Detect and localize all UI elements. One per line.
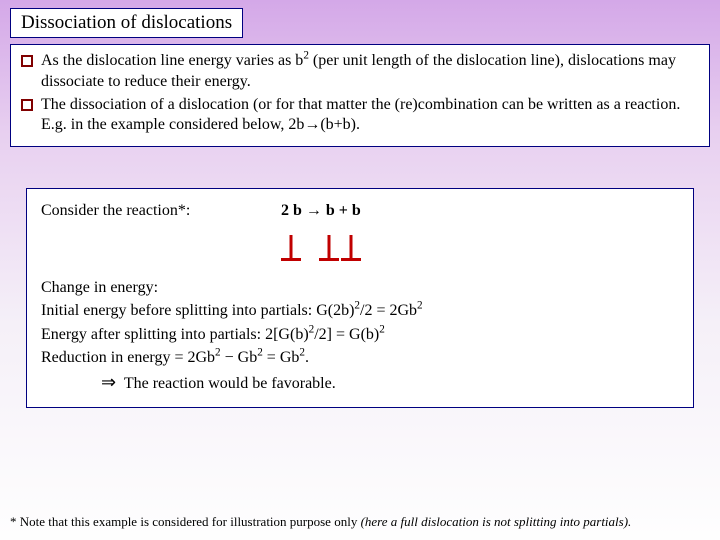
footnote-italic: (here a full dislocation is not splittin…	[361, 514, 632, 529]
energy-initial: Initial energy before splitting into par…	[41, 299, 679, 322]
change-heading: Change in energy:	[41, 276, 679, 299]
dislocation-icon	[319, 233, 339, 263]
bullet-item: As the dislocation line energy varies as…	[21, 51, 699, 93]
intro-box: As the dislocation line energy varies as…	[10, 44, 710, 147]
energy-after: Energy after splitting into partials: 2[…	[41, 323, 679, 346]
dislocation-icon	[281, 233, 301, 263]
conclusion-line: ⇒ The reaction would be favorable.	[41, 369, 679, 395]
dislocation-pair-icon	[319, 233, 361, 263]
bullet-square-icon	[21, 55, 33, 67]
reaction-row: Consider the reaction*: 2 b → b + b	[41, 199, 679, 222]
title-box: Dissociation of dislocations	[10, 8, 243, 38]
footnote-prefix: * Note that this example is considered f…	[10, 514, 361, 529]
implies-icon: ⇒	[101, 372, 116, 392]
bullet-text: The dissociation of a dislocation (or fo…	[41, 95, 699, 137]
conclusion-text: The reaction would be favorable.	[124, 375, 336, 392]
bullet-item: The dissociation of a dislocation (or fo…	[21, 95, 699, 137]
energy-reduction: Reduction in energy = 2Gb2 − Gb2 = Gb2.	[41, 346, 679, 369]
reaction-expression: 2 b → b + b	[281, 199, 361, 222]
content-box: Consider the reaction*: 2 b → b + b Chan…	[26, 188, 694, 408]
title-text: Dissociation of dislocations	[21, 12, 232, 33]
dislocation-icon	[341, 233, 361, 263]
bullet-square-icon	[21, 99, 33, 111]
dislocation-symbols-row	[281, 228, 679, 268]
bullet-text: As the dislocation line energy varies as…	[41, 51, 699, 93]
consider-label: Consider the reaction*:	[41, 199, 251, 222]
footnote: * Note that this example is considered f…	[10, 514, 710, 530]
